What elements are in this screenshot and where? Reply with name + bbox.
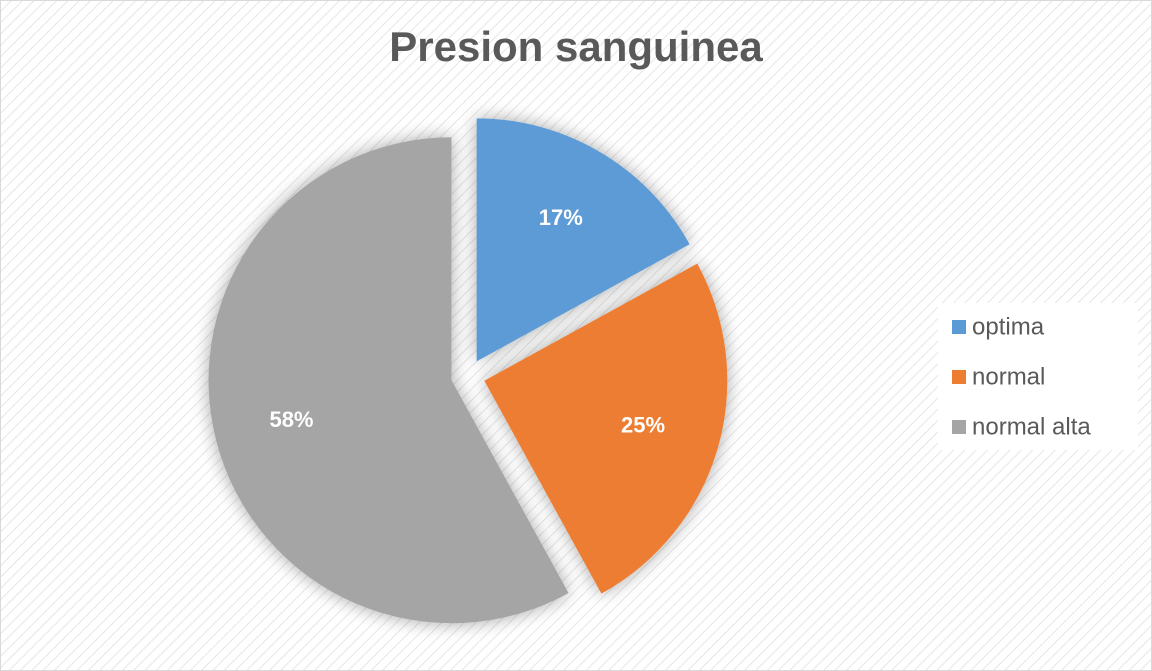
legend-label: normal alta xyxy=(972,413,1091,440)
data-labels: 17% 25% 58% xyxy=(269,205,665,438)
pie-slice xyxy=(208,137,569,624)
legend-label: normal xyxy=(972,363,1045,390)
legend-marker xyxy=(952,320,966,334)
legend-label: optima xyxy=(972,313,1045,340)
legend: optima normal normal alta xyxy=(952,313,1091,440)
pie xyxy=(208,118,728,624)
pie-slice xyxy=(484,263,728,594)
pie-slice xyxy=(476,118,690,362)
legend-box xyxy=(938,303,1138,450)
chart-title: Presion sanguinea xyxy=(389,23,763,70)
data-label: 17% xyxy=(539,205,583,230)
legend-marker xyxy=(952,370,966,384)
data-label: 58% xyxy=(269,407,313,432)
legend-marker xyxy=(952,420,966,434)
data-label: 25% xyxy=(621,413,665,438)
